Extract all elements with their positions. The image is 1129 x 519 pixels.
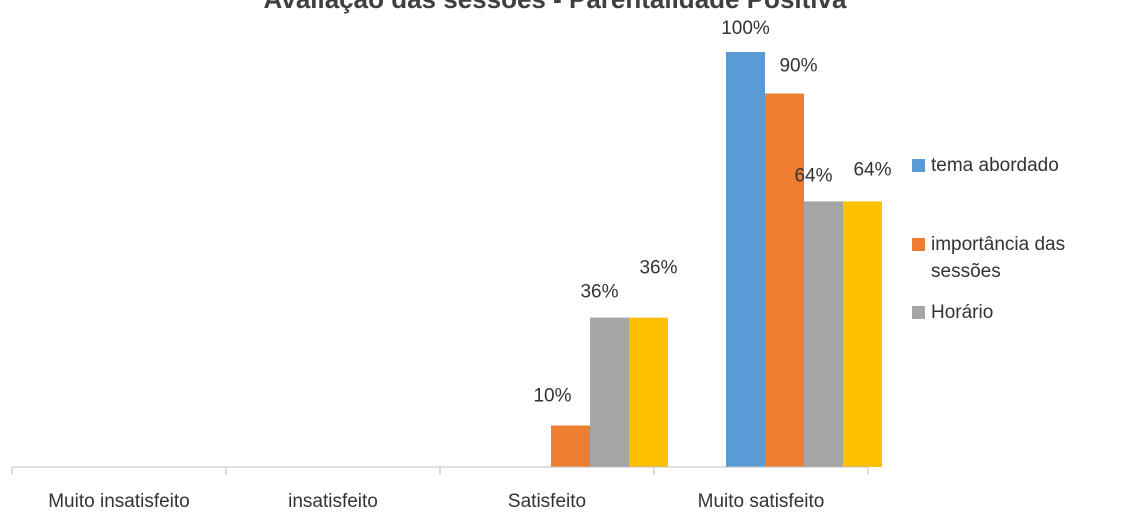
- x-tick-label: Muito insatisfeito: [48, 491, 190, 512]
- legend-swatch: [912, 159, 925, 172]
- data-label-1-4: 100%: [721, 18, 770, 39]
- x-tick-label: Muito satisfeito: [698, 491, 825, 512]
- x-tick-label: insatisfeito: [288, 491, 378, 512]
- bar-2-3: [551, 425, 590, 467]
- legend-label: tema abordado: [931, 155, 1059, 176]
- bar-4-4: [843, 201, 882, 467]
- legend-label: importância das sessões: [931, 234, 1065, 282]
- legend: tema abordado importância das sessões Horár…: [912, 155, 1065, 323]
- chart-title: Avaliação das sessões - Parentalidade Po…: [264, 0, 847, 14]
- data-label-3-3: 36%: [580, 282, 618, 303]
- legend-label: Horário: [931, 302, 993, 323]
- bar-2-4: [765, 93, 804, 467]
- data-label-3-4: 64%: [794, 165, 832, 186]
- legend-swatch: [912, 238, 925, 251]
- bar-1-4: [726, 52, 765, 467]
- data-label-2-4: 90%: [779, 56, 817, 77]
- legend-swatch: [912, 306, 925, 319]
- bar-3-4: [804, 201, 843, 467]
- bar-3-3: [590, 317, 629, 467]
- data-label-2-3: 10%: [533, 386, 571, 407]
- plot-area: 100% 10% 90% 36% 64% 36% 64% Muito insatisfeito…: [11, 18, 892, 512]
- bar-4-3: [629, 317, 668, 467]
- data-label-4-4: 64%: [853, 159, 891, 180]
- data-label-4-3: 36%: [639, 258, 677, 279]
- x-tick-label: Satisfeito: [508, 491, 586, 512]
